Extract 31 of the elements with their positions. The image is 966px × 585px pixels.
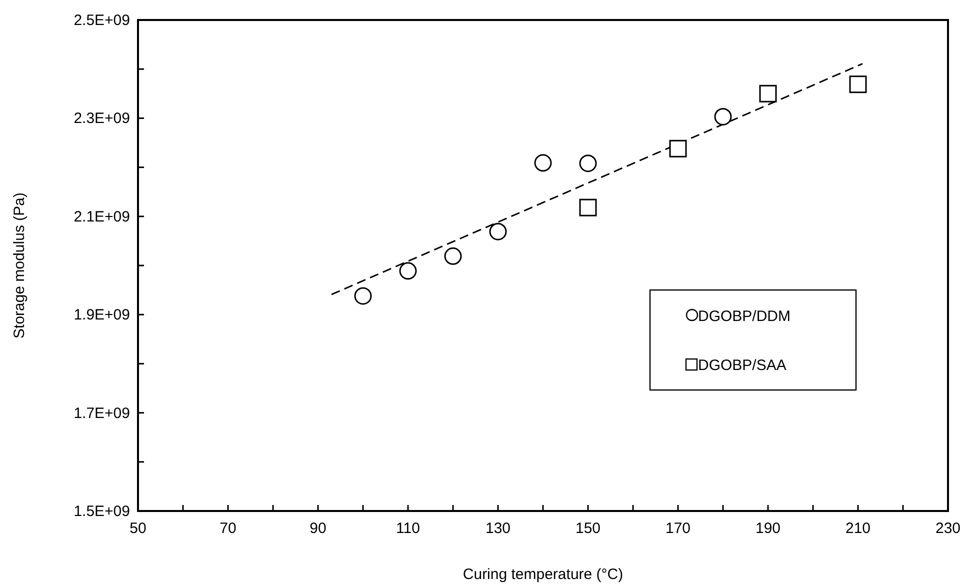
- x-tick-label: 70: [220, 520, 236, 537]
- y-tick-label: 2.1E+09: [74, 208, 130, 226]
- y-tick-label: 1.7E+09: [74, 404, 130, 422]
- y-tick-label: 1.5E+09: [74, 503, 130, 520]
- y-tick-label: 2.5E+09: [74, 12, 130, 29]
- point: [399, 262, 417, 280]
- point: [444, 247, 462, 265]
- point: [669, 140, 687, 158]
- point: [489, 222, 507, 240]
- point: [849, 76, 867, 94]
- legend-label: DGOBP/DDM: [698, 308, 791, 325]
- x-tick-label: 90: [310, 520, 326, 537]
- x-tick-label: 210: [845, 520, 871, 537]
- x-tick-label: 170: [665, 520, 691, 537]
- point: [579, 198, 597, 216]
- x-axis-title: Curing temperature (°C): [462, 566, 624, 583]
- x-tick-label: 130: [485, 520, 511, 537]
- point: [759, 84, 777, 102]
- x-tick-label: 110: [396, 520, 420, 537]
- y-tick-label: 2.3E+09: [74, 110, 130, 128]
- x-tick-label: 50: [130, 520, 146, 537]
- point: [714, 108, 732, 126]
- x-tick-label: 230: [935, 520, 961, 537]
- y-axis-title: Storage modulus (Pa): [11, 192, 28, 338]
- legend-label: DGOBP/SAA: [698, 357, 786, 374]
- point: [534, 154, 552, 172]
- y-tick-label: 1.9E+09: [74, 306, 130, 324]
- point: [354, 287, 372, 305]
- x-tick-label: 190: [755, 520, 781, 537]
- x-tick-label: 150: [575, 520, 601, 537]
- point: [579, 154, 597, 172]
